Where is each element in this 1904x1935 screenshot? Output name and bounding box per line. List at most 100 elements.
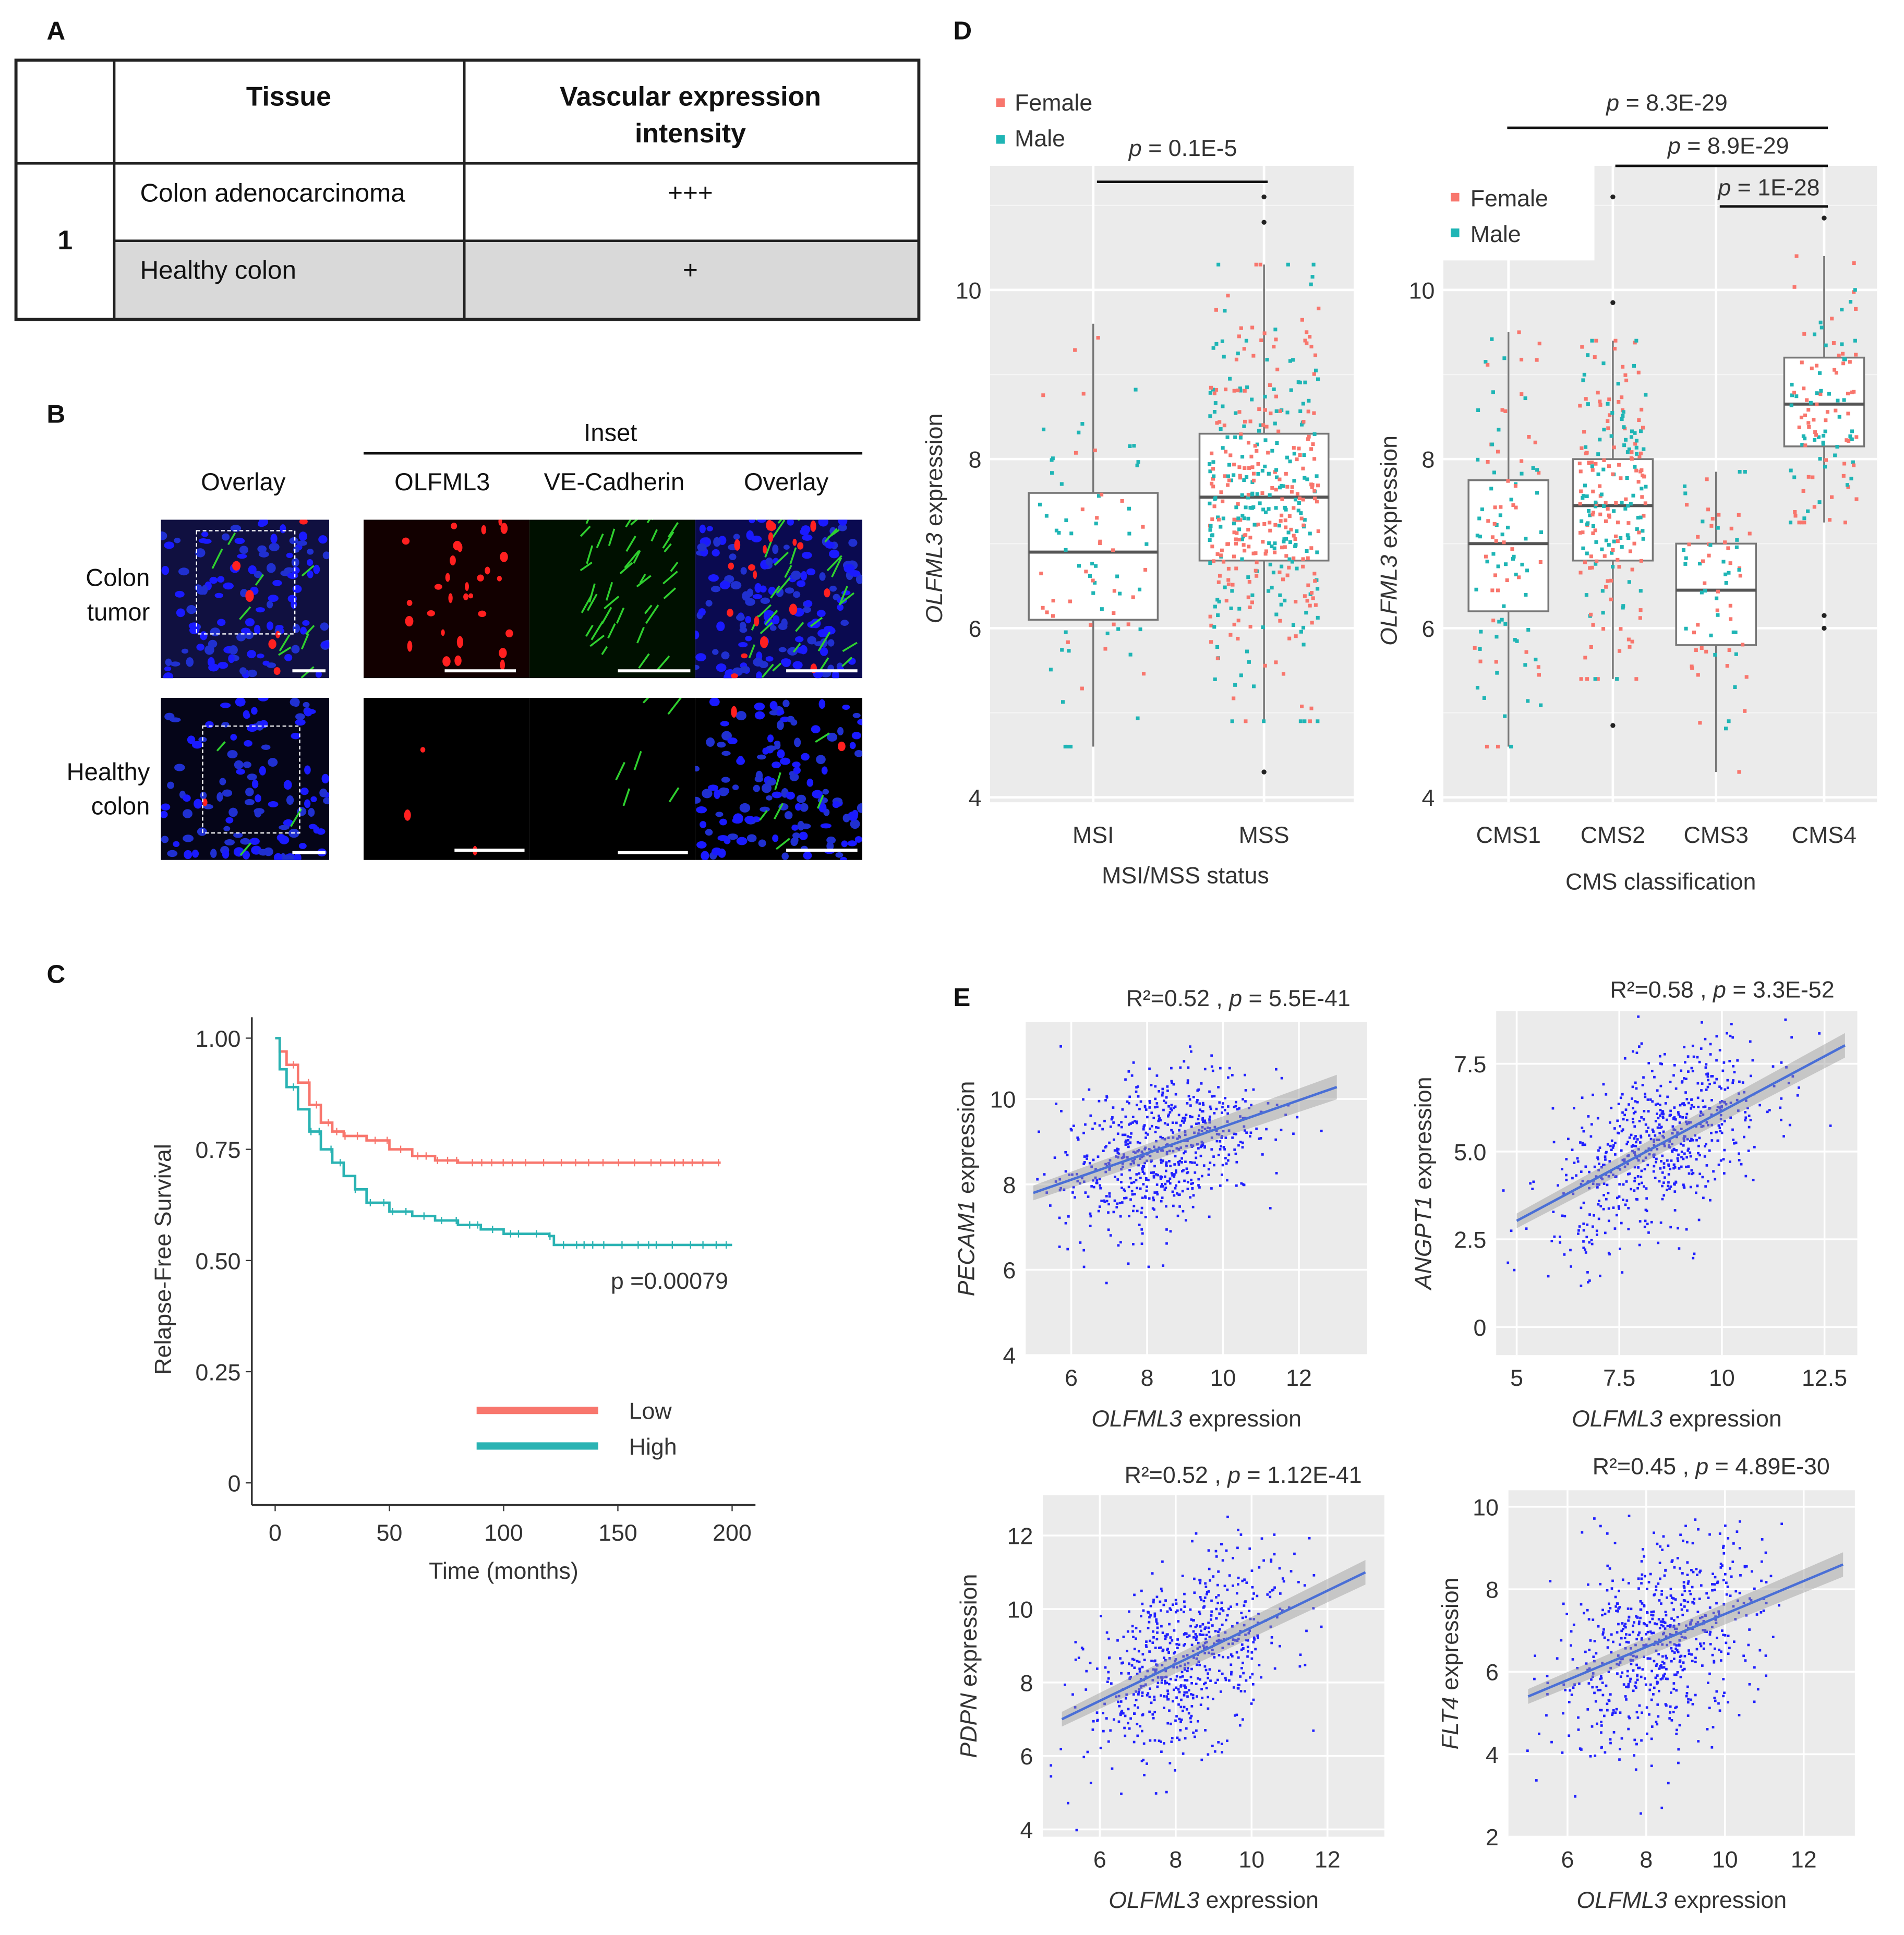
- data-point: [1203, 1146, 1206, 1149]
- data-point: [1083, 1155, 1086, 1158]
- data-point: [1569, 1249, 1572, 1252]
- data-point: [1223, 1585, 1226, 1588]
- data-point: [1606, 506, 1610, 511]
- data-point: [1234, 537, 1238, 541]
- vessel-signal: [838, 586, 848, 606]
- data-point: [1656, 1112, 1658, 1115]
- data-point: [1284, 537, 1288, 541]
- data-point: [1729, 526, 1733, 530]
- data-point: [1308, 603, 1312, 608]
- data-point: [1680, 1636, 1683, 1638]
- data-point: [1745, 1614, 1748, 1617]
- data-point: [1162, 1108, 1165, 1111]
- data-point: [1099, 1187, 1102, 1190]
- data-point: [1102, 1150, 1105, 1152]
- data-point: [1634, 338, 1638, 343]
- data-point: [1716, 1636, 1718, 1639]
- vessel-signal: [589, 634, 605, 647]
- vessel-signal: [764, 610, 778, 625]
- data-point: [1617, 1654, 1620, 1657]
- olfml3-signal: [441, 629, 445, 636]
- data-point: [1216, 1583, 1219, 1587]
- data-point: [1150, 1111, 1153, 1115]
- data-point: [1695, 1638, 1697, 1641]
- data-point: [1117, 1700, 1120, 1703]
- data-point: [1245, 385, 1249, 390]
- vessel-signal: [797, 519, 800, 521]
- data-point: [1686, 1055, 1690, 1058]
- data-point: [1247, 660, 1251, 664]
- data-point: [1243, 1129, 1246, 1132]
- data-point: [1620, 545, 1624, 549]
- data-point: [1261, 1153, 1264, 1156]
- data-point: [1634, 1153, 1636, 1156]
- data-point: [1295, 529, 1299, 533]
- data-point: [1630, 429, 1634, 433]
- data-point: [1104, 1163, 1107, 1166]
- data-point: [1746, 1106, 1749, 1109]
- data-point: [1852, 261, 1856, 265]
- data-point: [1175, 1169, 1177, 1172]
- data-point: [1658, 1627, 1661, 1630]
- data-point: [1196, 1663, 1198, 1666]
- olfml3-signal: [478, 610, 487, 618]
- data-point: [1720, 1123, 1724, 1126]
- data-point: [1546, 1693, 1549, 1696]
- data-point: [1502, 356, 1507, 360]
- data-point: [1743, 1135, 1745, 1139]
- data-point: [1582, 1130, 1585, 1133]
- data-point: [1210, 1065, 1213, 1068]
- data-point: [1219, 525, 1223, 529]
- data-point: [1503, 714, 1507, 718]
- data-point: [1594, 1754, 1597, 1757]
- data-point: [1637, 1623, 1641, 1626]
- data-point: [1535, 468, 1539, 472]
- data-point: [1794, 254, 1799, 258]
- data-point: [1582, 1247, 1585, 1249]
- data-point: [1190, 1182, 1193, 1186]
- data-point: [1183, 1152, 1186, 1155]
- data-point: [1118, 1704, 1121, 1708]
- data-point: [1146, 1694, 1149, 1697]
- data-point: [1599, 1274, 1601, 1277]
- data-point: [1168, 1623, 1171, 1626]
- data-point: [1643, 1655, 1645, 1659]
- data-point: [1127, 506, 1131, 511]
- data-point: [1690, 1169, 1693, 1172]
- data-point: [1129, 1177, 1132, 1180]
- data-point: [1617, 1167, 1620, 1169]
- data-point: [1244, 505, 1248, 510]
- data-point: [1794, 394, 1799, 398]
- data-point: [1827, 518, 1832, 522]
- data-point: [1524, 592, 1528, 597]
- data-point: [1148, 1106, 1151, 1109]
- data-point: [1624, 1626, 1627, 1629]
- data-point: [1156, 1150, 1159, 1153]
- data-point: [1263, 552, 1268, 556]
- data-point: [1058, 1178, 1062, 1181]
- data-point: [1136, 1210, 1139, 1213]
- data-point: [1116, 1639, 1119, 1642]
- data-point: [1658, 1094, 1661, 1097]
- data-point: [1647, 1231, 1650, 1234]
- data-point: [1221, 446, 1225, 450]
- data-point: [1491, 619, 1496, 623]
- data-point: [1304, 611, 1308, 615]
- data-point: [1156, 1685, 1159, 1688]
- panel-label-b: B: [46, 400, 65, 428]
- data-point: [1640, 1116, 1643, 1119]
- data-point: [1213, 1095, 1216, 1098]
- data-point: [1702, 1629, 1705, 1631]
- data-point: [1710, 1113, 1713, 1116]
- scatter-ytick: 8: [1020, 1670, 1033, 1696]
- data-point: [1166, 1648, 1170, 1650]
- data-point: [1748, 1115, 1751, 1117]
- data-point: [1305, 341, 1309, 345]
- data-point: [1067, 649, 1071, 653]
- data-point: [1312, 489, 1317, 493]
- data-point: [1723, 1120, 1726, 1122]
- data-point: [1729, 1102, 1732, 1104]
- data-point: [1208, 561, 1212, 565]
- data-point: [1293, 498, 1298, 502]
- data-point: [1708, 1107, 1712, 1109]
